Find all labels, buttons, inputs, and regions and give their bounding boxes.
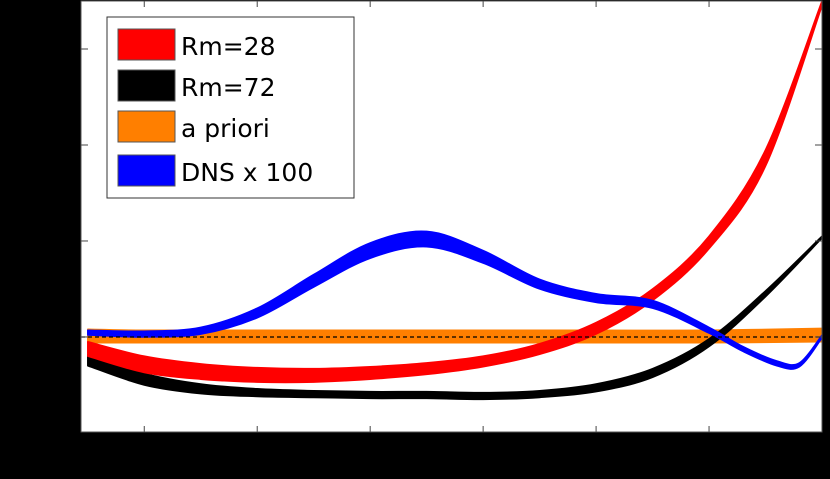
legend-label: Rm=28 [181, 32, 275, 61]
plot-frame [80, 0, 823, 433]
band-a-priori [87, 327, 822, 344]
legend-swatch [117, 28, 176, 61]
legend-swatch [117, 154, 176, 187]
legend-swatch [117, 110, 176, 143]
band-dns-x-100 [87, 230, 822, 370]
legend-label: DNS x 100 [181, 158, 313, 187]
legend-label: Rm=72 [181, 73, 275, 102]
legend-label: a priori [181, 114, 270, 143]
legend-swatch [117, 69, 176, 102]
legend: Rm=28 Rm=72 a priori DNS x 100 [106, 16, 355, 199]
axis-ticks [81, 1, 822, 432]
